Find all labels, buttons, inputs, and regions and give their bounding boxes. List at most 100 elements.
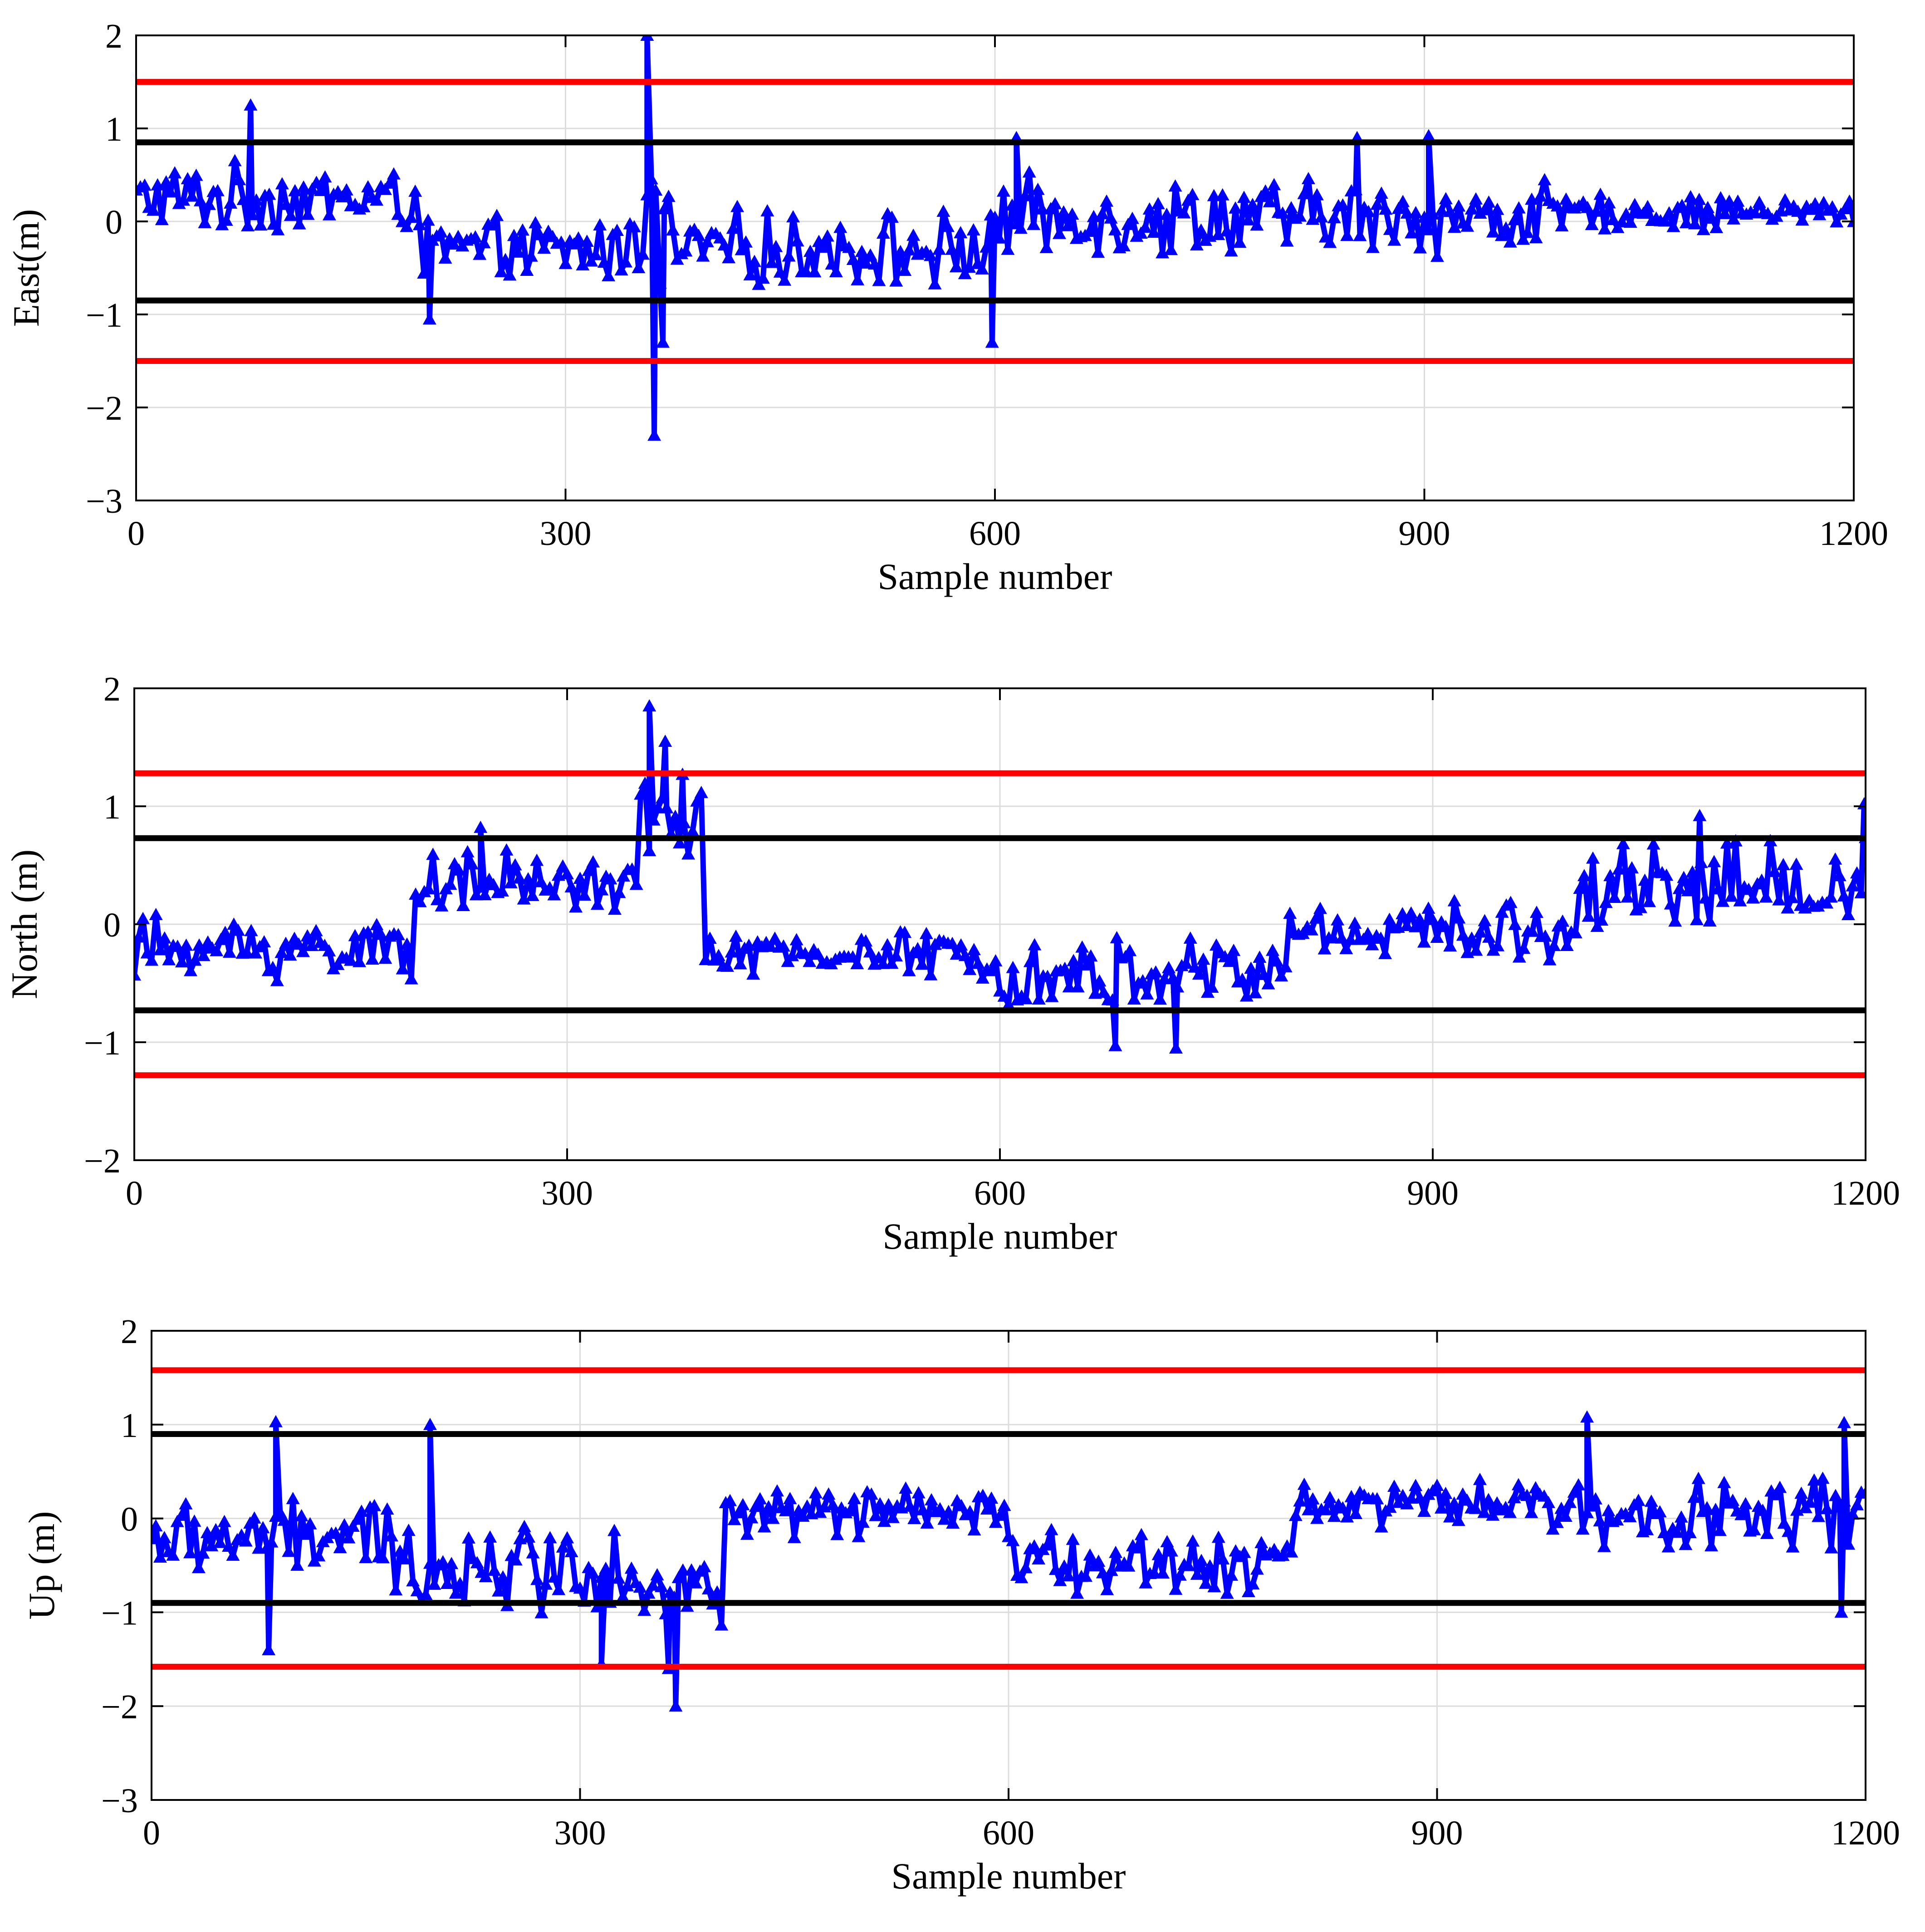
y-tick-label: 2	[103, 670, 121, 708]
data-point-marker	[701, 1582, 715, 1595]
data-point-marker	[249, 946, 263, 959]
data-point-marker	[508, 858, 522, 871]
data-point-marker	[1339, 941, 1353, 954]
data-point-marker	[397, 1552, 411, 1564]
data-point-marker	[176, 193, 191, 206]
data-point-marker	[1409, 206, 1423, 219]
data-point-marker	[963, 962, 977, 975]
data-point-marker	[1284, 1545, 1298, 1558]
data-point-marker	[1387, 1480, 1401, 1492]
data-point-marker	[533, 228, 547, 240]
data-point-marker	[1675, 199, 1689, 211]
data-point-marker	[149, 907, 163, 920]
data-point-marker	[703, 932, 717, 944]
data-point-marker	[421, 882, 436, 895]
data-point-marker	[1713, 1524, 1727, 1536]
data-point-marker	[902, 243, 916, 255]
data-point-marker	[1670, 1525, 1684, 1538]
data-point-marker	[452, 863, 466, 876]
data-point-marker	[494, 265, 508, 277]
data-point-marker	[647, 813, 661, 826]
data-point-marker	[1525, 192, 1539, 205]
data-point-marker	[1824, 1541, 1838, 1554]
data-point-marker	[1244, 961, 1258, 974]
data-point-marker	[963, 1505, 977, 1517]
data-point-marker	[915, 957, 929, 970]
data-point-marker	[286, 1491, 300, 1504]
data-point-marker	[924, 249, 938, 261]
data-point-marker	[1718, 206, 1732, 219]
data-point-marker	[1151, 197, 1165, 210]
data-point-marker	[1061, 219, 1075, 231]
data-point-marker	[217, 1515, 231, 1527]
data-point-marker	[916, 1503, 930, 1515]
data-point-marker	[1100, 194, 1114, 207]
data-point-marker	[498, 253, 512, 265]
data-point-marker	[1179, 956, 1193, 969]
data-point-marker	[1130, 1541, 1144, 1554]
data-point-marker	[1040, 970, 1054, 982]
series-markers	[152, 1410, 1866, 1712]
data-point-marker	[1233, 235, 1247, 248]
data-point-marker	[1598, 222, 1612, 235]
data-point-marker	[1747, 1523, 1761, 1535]
plot-content	[136, 35, 1854, 441]
data-point-marker	[1190, 1567, 1204, 1580]
data-point-marker	[1623, 216, 1637, 228]
data-point-marker	[673, 836, 687, 848]
data-point-marker	[580, 235, 594, 247]
data-point-marker	[1803, 1495, 1817, 1508]
data-point-marker	[1171, 980, 1185, 993]
data-point-marker	[790, 234, 804, 247]
data-point-marker	[898, 264, 912, 276]
data-point-marker	[1582, 909, 1596, 922]
data-point-marker	[1348, 917, 1362, 929]
data-point-marker	[564, 880, 578, 892]
data-point-marker	[1340, 229, 1354, 241]
x-tick-label: 1200	[1831, 1814, 1900, 1852]
data-point-marker	[396, 962, 410, 975]
data-point-marker	[842, 240, 856, 253]
data-point-marker	[453, 1576, 467, 1589]
data-point-marker	[1370, 197, 1384, 210]
data-point-marker	[294, 1509, 309, 1521]
data-point-marker	[530, 1573, 544, 1585]
data-point-marker	[1636, 206, 1651, 219]
data-point-marker	[569, 900, 583, 913]
x-tick-label: 0	[143, 1814, 160, 1852]
data-point-marker	[1002, 998, 1016, 1010]
data-point-marker	[1482, 195, 1496, 208]
data-point-marker	[1123, 944, 1137, 956]
data-point-marker	[1693, 809, 1707, 821]
data-point-marker	[928, 277, 942, 289]
data-point-marker	[829, 265, 843, 277]
y-tick-label: −2	[84, 1142, 121, 1180]
data-point-marker	[273, 1505, 287, 1518]
data-point-marker	[629, 878, 643, 890]
data-point-marker	[1657, 1526, 1671, 1539]
data-point-marker	[283, 948, 297, 961]
data-point-marker	[1104, 1564, 1118, 1576]
data-point-marker	[1365, 938, 1379, 951]
data-point-marker	[1125, 211, 1139, 224]
data-point-marker	[445, 1557, 459, 1569]
data-point-marker	[607, 1524, 622, 1536]
data-point-marker	[1257, 967, 1271, 980]
data-point-marker	[1481, 1493, 1495, 1505]
data-point-marker	[1169, 1582, 1183, 1595]
data-point-marker	[1267, 178, 1281, 191]
data-point-marker	[1136, 974, 1150, 986]
data-point-marker	[1019, 992, 1033, 1005]
data-point-marker	[1426, 912, 1440, 925]
data-point-marker	[1313, 902, 1327, 914]
data-point-marker	[236, 192, 250, 205]
data-point-marker	[277, 1513, 291, 1526]
data-point-marker	[975, 971, 989, 984]
data-point-marker	[1302, 1503, 1316, 1515]
data-point-marker	[1716, 894, 1730, 907]
data-point-marker	[1349, 1507, 1363, 1520]
data-point-marker	[552, 1583, 566, 1595]
data-point-marker	[1679, 1538, 1693, 1550]
data-point-marker	[254, 218, 268, 231]
data-point-marker	[642, 843, 656, 856]
